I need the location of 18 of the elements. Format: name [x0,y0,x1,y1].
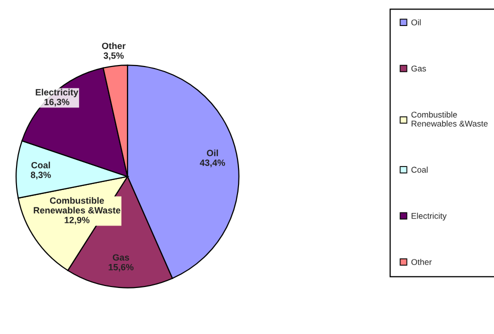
slice-label: Electricity [36,88,78,98]
legend-label: Other [411,258,432,266]
slice-label: Oil [206,150,218,156]
data-label: 3,5% [104,52,124,60]
slice-label: Combustible Renewables &Waste [34,197,120,214]
data-label: 15,6% [108,264,134,272]
data-label: 43,4% [200,160,226,168]
legend-label: Electricity [412,212,447,221]
data-label: 12,9% [64,216,90,225]
slice-label: Other [102,42,126,50]
data-label: 16,3% [44,98,70,106]
slice-label: Gas [112,254,130,261]
legend-label: Combustible Renewables &Waste [411,111,488,127]
slice-label: Coal [31,162,50,168]
legend-label: Coal [411,166,428,173]
legend-label: Gas [411,66,426,72]
legend-label: Oil [411,19,421,26]
data-label: 8,3% [30,172,51,180]
